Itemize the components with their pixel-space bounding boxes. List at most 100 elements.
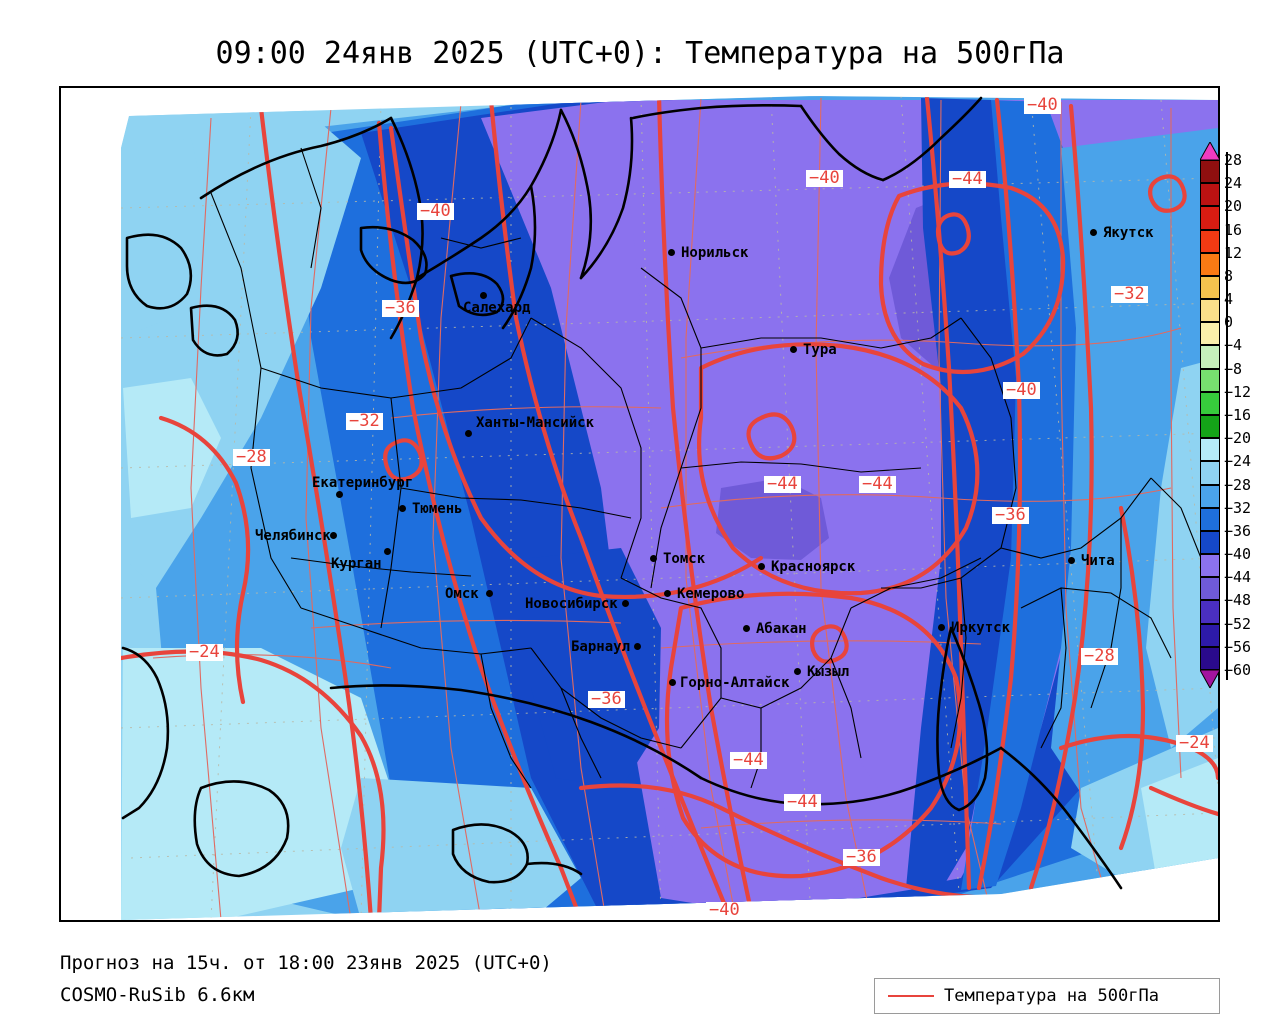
contour-value-label: −44 [949, 171, 986, 188]
colorbar-tick-label: −12 [1224, 382, 1252, 401]
city-label: Барнаул [571, 639, 631, 655]
city-marker [336, 491, 343, 498]
city-label: Томск [663, 551, 706, 567]
contour-value-label: −36 [382, 300, 419, 317]
colorbar-tick-label: −16 [1224, 406, 1252, 424]
city-label: Ханты-Мансийск [476, 415, 595, 431]
colorbar-band [1200, 554, 1220, 578]
city-marker [1068, 557, 1075, 564]
city-label: Якутск [1103, 225, 1154, 241]
colorbar-band [1200, 229, 1220, 253]
city-marker [664, 590, 671, 597]
city-marker [790, 346, 797, 353]
city-label: Иркутск [951, 620, 1011, 636]
city-marker [650, 555, 657, 562]
colorbar-tick-label: −24 [1224, 452, 1252, 471]
colorbar-tick-label: 4 [1224, 290, 1234, 309]
city-marker [399, 505, 406, 512]
colorbar-band [1200, 600, 1220, 624]
contour-value-label: −24 [1176, 735, 1213, 752]
city-marker [634, 643, 641, 650]
colorbar-band [1200, 206, 1220, 230]
colorbar-band [1200, 368, 1220, 392]
colorbar-tick-label: 16 [1224, 220, 1243, 239]
colorbar-tick-label: −20 [1224, 429, 1252, 448]
city-marker [794, 668, 801, 675]
colorbar-band [1200, 252, 1220, 276]
contour-value-label: −28 [1081, 648, 1118, 665]
contour-value-label: −32 [1111, 286, 1148, 303]
city-label: Красноярск [771, 559, 856, 575]
city-label: Екатеринбург [312, 475, 414, 491]
colorbar-tick-label: 24 [1224, 174, 1243, 193]
contour-value-label: −40 [706, 902, 743, 919]
colorbar-tick-label: 28 [1224, 151, 1243, 169]
forecast-info-line: Прогноз на 15ч. от 18:00 23янв 2025 (UTC… [60, 952, 552, 974]
colorbar-band [1200, 345, 1220, 369]
contour-value-label: −40 [417, 203, 454, 220]
colorbar-band [1200, 623, 1220, 647]
city-marker [1090, 229, 1097, 236]
temperature-field-map [61, 88, 1218, 920]
colorbar-over-arrow [1199, 140, 1221, 161]
colorbar-tick-label: −36 [1224, 521, 1252, 540]
colorbar-tick-label: −56 [1224, 637, 1252, 656]
contour-value-label: −40 [1003, 382, 1040, 399]
colorbar-band [1200, 484, 1220, 508]
model-name-line: COSMO-RuSib 6.6км [60, 984, 255, 1006]
contour-value-label: −32 [346, 413, 383, 430]
contour-value-label: −36 [992, 507, 1029, 524]
city-label: Курган [331, 556, 382, 572]
colorbar-band [1200, 391, 1220, 415]
colorbar-band [1200, 577, 1220, 601]
colorbar-band [1200, 438, 1220, 462]
contour-value-label: −40 [1024, 97, 1061, 114]
colorbar-tick-label: −4 [1224, 336, 1243, 355]
city-label: Норильск [681, 245, 749, 261]
city-marker [743, 625, 750, 632]
contour-value-label: −24 [186, 644, 223, 661]
city-label: Кемерово [677, 586, 745, 602]
colorbar-tick-label: −8 [1224, 359, 1243, 378]
legend-label: Температура на 500гПа [944, 986, 1159, 1006]
page-title: 09:00 24янв 2025 (UTC+0): Температура на… [215, 36, 1065, 71]
contour-value-label: −44 [784, 794, 821, 811]
city-marker [938, 624, 945, 631]
city-label: Кызыл [807, 664, 850, 680]
contour-value-label: −36 [588, 691, 625, 708]
city-marker [384, 548, 391, 555]
colorbar-tick-label: −48 [1224, 591, 1252, 610]
colorbar-band [1200, 322, 1220, 346]
city-label: Тюмень [412, 501, 463, 517]
contour-value-label: −44 [730, 752, 767, 769]
city-marker [622, 600, 629, 607]
contour-value-label: −28 [233, 449, 270, 466]
colorbar-band [1200, 530, 1220, 555]
contour-value-label: −40 [806, 170, 843, 187]
colorbar-tick-label: 12 [1224, 243, 1243, 262]
colorbar-under-arrow [1199, 669, 1221, 690]
city-label: Чита [1081, 553, 1115, 569]
colorbar-band [1200, 299, 1220, 323]
city-label: Тура [803, 342, 837, 358]
colorbar-tick-label: −40 [1224, 545, 1252, 564]
colorbar-tick-label: 0 [1224, 313, 1234, 332]
colorbar-band [1200, 415, 1220, 439]
colorbar-band [1200, 160, 1220, 184]
city-marker [668, 249, 675, 256]
colorbar-tick-label: 20 [1224, 197, 1243, 216]
contour-value-label: −44 [859, 476, 896, 493]
colorbar-tick-label: −60 [1224, 661, 1252, 679]
contour-value-label: −36 [843, 849, 880, 866]
colorbar-band [1200, 461, 1220, 485]
colorbar-band [1200, 507, 1220, 531]
temperature-colorbar: 28 24 20 16 12 8 4 0 −4 −8 −12 −16 −20 −24 −28 −32 −36 −4… [1199, 140, 1251, 690]
colorbar-tick-label: 8 [1224, 266, 1234, 285]
city-marker [758, 563, 765, 570]
colorbar-tick-label: −28 [1224, 475, 1252, 494]
legend-line-swatch [888, 995, 934, 997]
colorbar-band [1200, 183, 1220, 207]
colorbar-tick-label: −44 [1224, 568, 1252, 587]
contour-value-label: −44 [764, 476, 801, 493]
colorbar-axis-line [1226, 152, 1228, 680]
